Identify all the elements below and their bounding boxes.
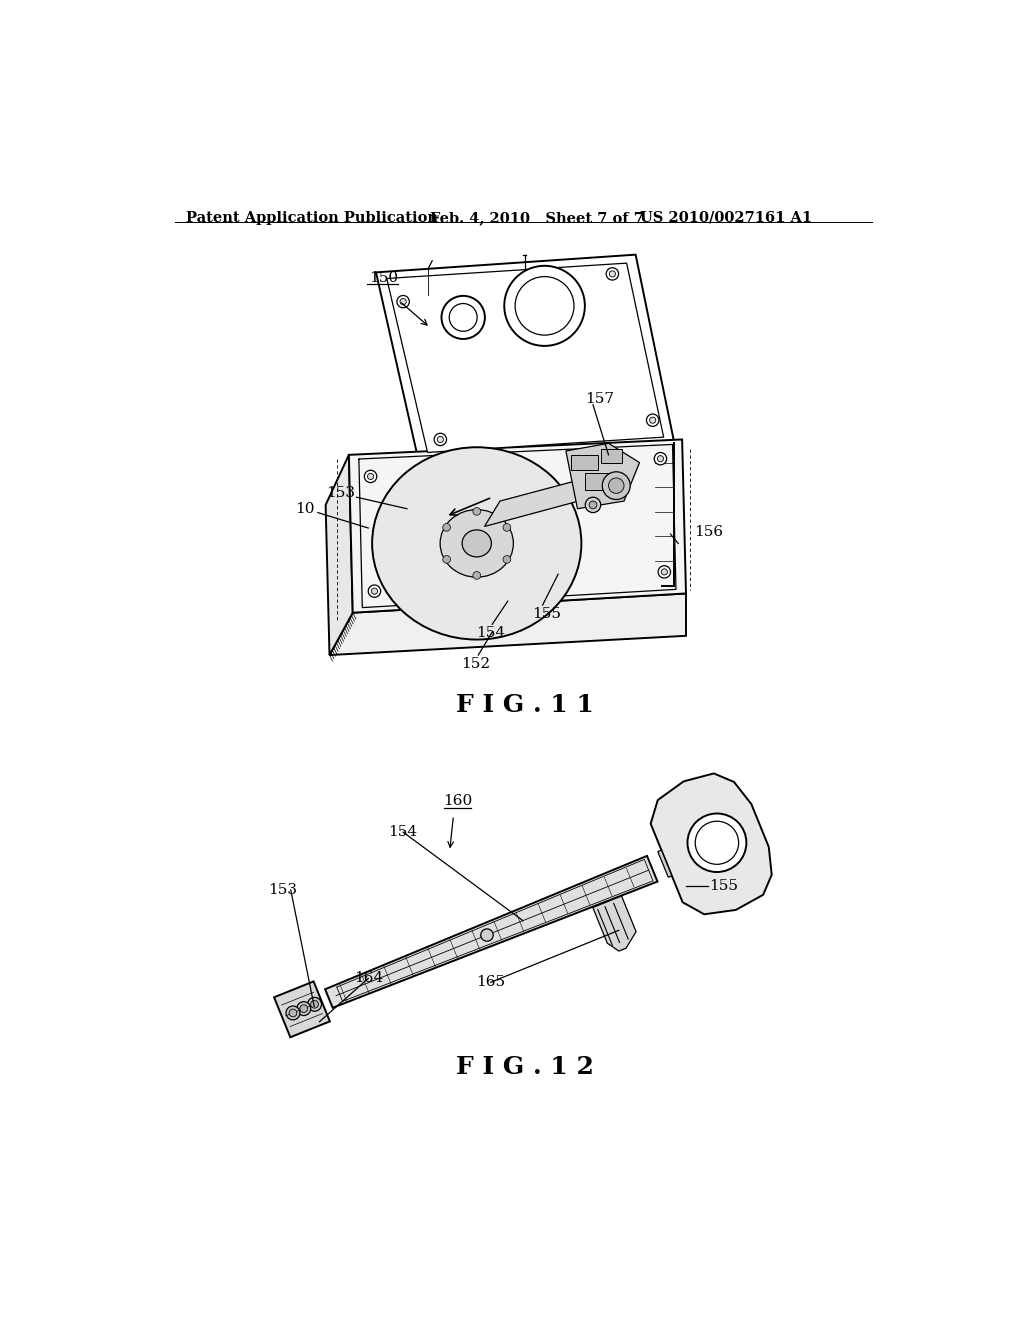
Circle shape bbox=[586, 498, 601, 512]
Polygon shape bbox=[376, 255, 675, 461]
Circle shape bbox=[434, 433, 446, 446]
Polygon shape bbox=[349, 440, 686, 612]
Circle shape bbox=[606, 268, 618, 280]
Polygon shape bbox=[330, 594, 686, 655]
Circle shape bbox=[481, 929, 494, 941]
Circle shape bbox=[297, 1002, 310, 1015]
Circle shape bbox=[662, 569, 668, 576]
Circle shape bbox=[441, 296, 485, 339]
Circle shape bbox=[372, 589, 378, 594]
Circle shape bbox=[654, 453, 667, 465]
Bar bbox=[586, 473, 608, 490]
Circle shape bbox=[602, 471, 630, 499]
Circle shape bbox=[437, 437, 443, 442]
Circle shape bbox=[695, 821, 738, 865]
Polygon shape bbox=[274, 981, 330, 1038]
Polygon shape bbox=[593, 896, 636, 950]
Circle shape bbox=[503, 524, 511, 531]
Circle shape bbox=[473, 572, 480, 579]
Ellipse shape bbox=[462, 529, 492, 557]
Bar bbox=[571, 455, 598, 470]
Circle shape bbox=[289, 1008, 297, 1016]
Circle shape bbox=[649, 417, 655, 424]
Bar bbox=[601, 449, 623, 463]
Polygon shape bbox=[566, 444, 640, 508]
Circle shape bbox=[589, 502, 597, 508]
Polygon shape bbox=[326, 855, 657, 1007]
Circle shape bbox=[503, 556, 511, 564]
Text: 155: 155 bbox=[710, 879, 738, 894]
Text: 150: 150 bbox=[370, 271, 398, 285]
Circle shape bbox=[442, 524, 451, 531]
Circle shape bbox=[286, 1006, 300, 1020]
Circle shape bbox=[646, 414, 658, 426]
Polygon shape bbox=[484, 473, 607, 527]
Circle shape bbox=[515, 277, 574, 335]
Circle shape bbox=[300, 1005, 307, 1012]
Polygon shape bbox=[650, 774, 772, 915]
Circle shape bbox=[609, 271, 615, 277]
Text: 160: 160 bbox=[442, 795, 472, 808]
Circle shape bbox=[400, 298, 407, 305]
Text: 164: 164 bbox=[353, 972, 383, 986]
Circle shape bbox=[365, 470, 377, 483]
Text: US 2010/0027161 A1: US 2010/0027161 A1 bbox=[640, 211, 812, 224]
Text: F I G . 1 2: F I G . 1 2 bbox=[456, 1055, 594, 1078]
Circle shape bbox=[369, 585, 381, 597]
Text: 10: 10 bbox=[295, 502, 314, 516]
Circle shape bbox=[504, 265, 585, 346]
Text: 157: 157 bbox=[585, 392, 613, 407]
Circle shape bbox=[608, 478, 624, 494]
Circle shape bbox=[310, 1001, 318, 1008]
Text: 154: 154 bbox=[388, 825, 418, 840]
Circle shape bbox=[397, 296, 410, 308]
Circle shape bbox=[687, 813, 746, 873]
Text: 153: 153 bbox=[327, 486, 355, 500]
Text: 165: 165 bbox=[476, 975, 505, 989]
Ellipse shape bbox=[372, 447, 582, 640]
Circle shape bbox=[450, 304, 477, 331]
Polygon shape bbox=[326, 455, 352, 655]
Text: 155: 155 bbox=[532, 607, 561, 622]
Polygon shape bbox=[657, 850, 672, 878]
Text: 156: 156 bbox=[693, 525, 723, 539]
Ellipse shape bbox=[440, 510, 513, 577]
Text: 152: 152 bbox=[461, 657, 489, 672]
Text: 154: 154 bbox=[476, 627, 505, 640]
Text: 153: 153 bbox=[268, 883, 298, 896]
Text: Patent Application Publication: Patent Application Publication bbox=[186, 211, 438, 224]
Circle shape bbox=[442, 556, 451, 564]
Text: F I G . 1 1: F I G . 1 1 bbox=[456, 693, 594, 717]
Circle shape bbox=[368, 474, 374, 479]
Circle shape bbox=[658, 566, 671, 578]
Polygon shape bbox=[387, 263, 664, 453]
Text: Feb. 4, 2010   Sheet 7 of 7: Feb. 4, 2010 Sheet 7 of 7 bbox=[430, 211, 644, 224]
Circle shape bbox=[473, 507, 480, 515]
Circle shape bbox=[307, 998, 322, 1011]
Circle shape bbox=[657, 455, 664, 462]
